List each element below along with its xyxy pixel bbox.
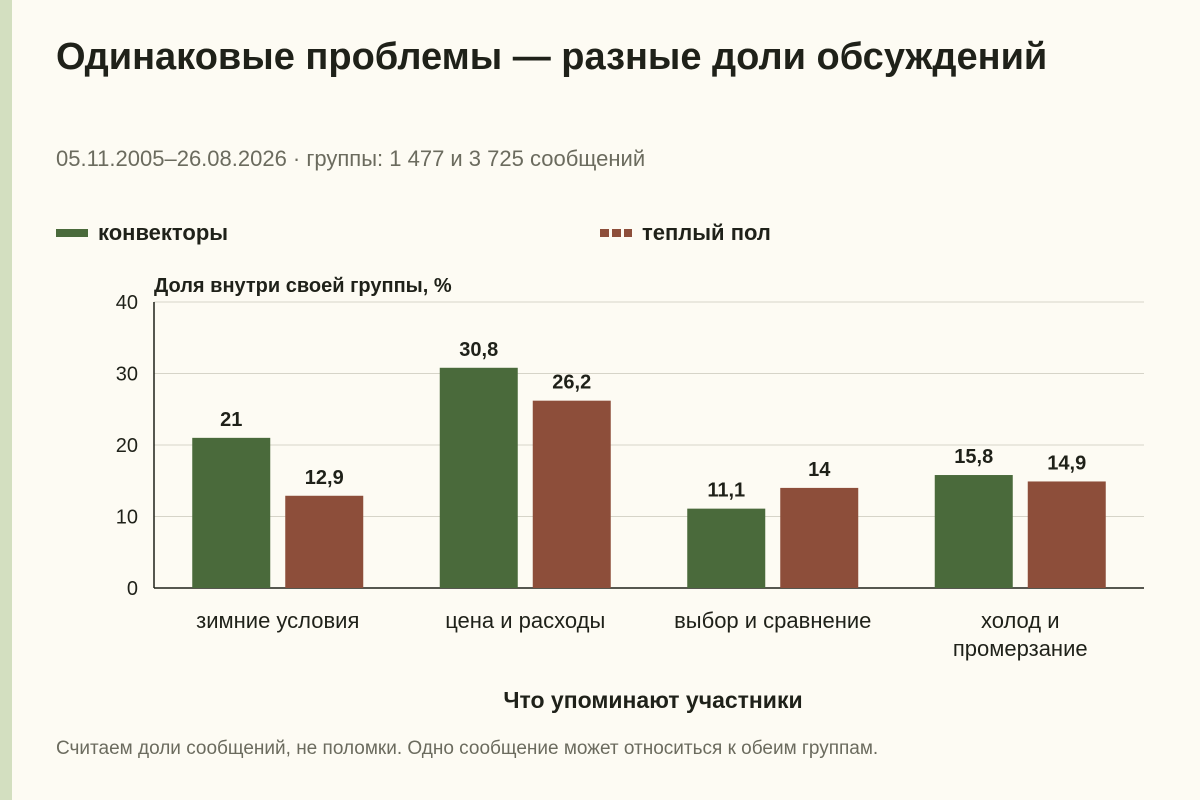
bar xyxy=(780,487,859,588)
bar xyxy=(687,508,766,588)
bar-value-label: 14,9 xyxy=(1047,452,1086,474)
x-tick-label: зимние условия xyxy=(196,608,359,633)
legend-label-warm-floor: теплый пол xyxy=(642,220,771,245)
chart-subtitle: 05.11.2005–26.08.2026 · группы: 1 477 и … xyxy=(56,146,646,171)
x-tick-label: выбор и сравнение xyxy=(674,608,871,633)
x-axis-title: Что упоминают участники xyxy=(503,687,802,713)
footnote: Считаем доли сообщений, не поломки. Одно… xyxy=(56,738,879,759)
bar xyxy=(934,475,1013,588)
bar xyxy=(285,495,364,588)
bar xyxy=(192,437,271,588)
bar-value-label: 11,1 xyxy=(707,480,745,502)
left-accent-strip xyxy=(0,0,12,800)
x-tick-label: промерзание xyxy=(953,636,1088,661)
legend-item-convectors: конвекторы xyxy=(56,220,228,246)
bar xyxy=(532,400,611,588)
bar xyxy=(439,367,518,588)
x-tick-label: цена и расходы xyxy=(445,608,605,633)
bar-value-label: 26,2 xyxy=(552,372,591,394)
bar-value-label: 15,8 xyxy=(954,446,993,468)
legend-label-convectors: конвекторы xyxy=(98,220,229,245)
bar xyxy=(1027,481,1106,588)
x-tick-label: холод и xyxy=(981,608,1060,633)
y-tick-label: 40 xyxy=(116,292,138,314)
bar-value-label: 30,8 xyxy=(459,339,498,361)
y-tick-label: 0 xyxy=(127,578,138,600)
y-tick-label: 30 xyxy=(116,364,138,386)
chart-title: Одинаковые проблемы — разные доли обсужд… xyxy=(56,36,1048,78)
legend-swatch-warm-floor xyxy=(600,229,632,237)
bar-value-label: 14 xyxy=(808,459,831,481)
bar-value-label: 21 xyxy=(220,409,242,431)
legend-swatch-convectors xyxy=(56,229,88,237)
y-axis-title: Доля внутри своей группы, % xyxy=(154,275,452,297)
legend-item-warm-floor: теплый пол xyxy=(600,220,771,246)
bar-value-label: 12,9 xyxy=(305,467,344,489)
y-tick-label: 10 xyxy=(116,507,138,529)
y-tick-label: 20 xyxy=(116,435,138,457)
